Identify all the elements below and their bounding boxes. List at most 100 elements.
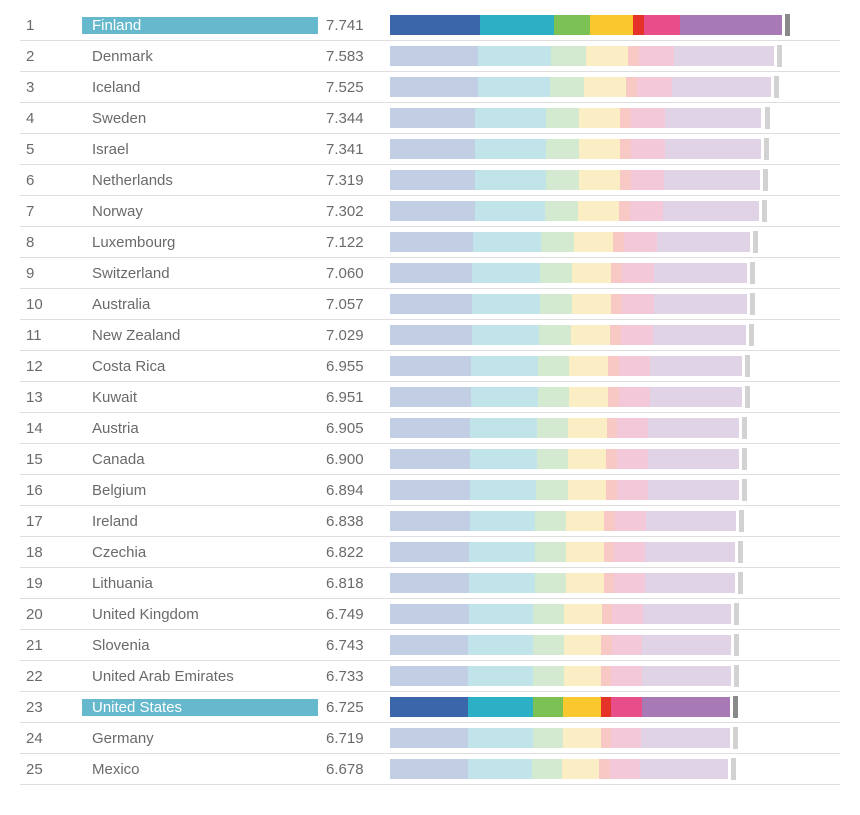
rank-cell: 8: [20, 234, 82, 251]
residual-marker: [764, 138, 769, 160]
table-row[interactable]: 5Israel7.341: [20, 134, 840, 165]
bar-segment: [390, 325, 472, 345]
stacked-bar: [390, 759, 728, 779]
score-cell: 7.302: [318, 203, 382, 220]
score-cell: 6.678: [318, 761, 382, 778]
table-row[interactable]: 13Kuwait6.951: [20, 382, 840, 413]
bar-segment: [470, 449, 536, 469]
bar-segment: [584, 77, 626, 97]
bar-cell: [382, 10, 840, 40]
bar-segment: [608, 387, 619, 407]
table-row[interactable]: 9Switzerland7.060: [20, 258, 840, 289]
table-row[interactable]: 8Luxembourg7.122: [20, 227, 840, 258]
table-row[interactable]: 6Netherlands7.319: [20, 165, 840, 196]
table-row[interactable]: 14Austria6.905: [20, 413, 840, 444]
table-row[interactable]: 22United Arab Emirates6.733: [20, 661, 840, 692]
bar-segment: [648, 449, 739, 469]
residual-marker: [750, 262, 755, 284]
table-row[interactable]: 24Germany6.719: [20, 723, 840, 754]
table-row[interactable]: 15Canada6.900: [20, 444, 840, 475]
country-cell: Sweden: [82, 110, 318, 127]
table-row[interactable]: 3Iceland7.525: [20, 72, 840, 103]
residual-marker: [765, 107, 770, 129]
score-cell: 7.341: [318, 141, 382, 158]
table-row[interactable]: 10Australia7.057: [20, 289, 840, 320]
bar-segment: [469, 604, 534, 624]
rank-cell: 10: [20, 296, 82, 313]
table-row[interactable]: 16Belgium6.894: [20, 475, 840, 506]
bar-segment: [390, 449, 470, 469]
rank-cell: 13: [20, 389, 82, 406]
bar-segment: [607, 418, 617, 438]
bar-segment: [471, 387, 538, 407]
stacked-bar: [390, 480, 739, 500]
country-cell: Kuwait: [82, 389, 318, 406]
rank-cell: 4: [20, 110, 82, 127]
bar-segment: [566, 542, 604, 562]
residual-marker: [762, 200, 767, 222]
score-cell: 6.951: [318, 389, 382, 406]
country-cell: Finland: [82, 17, 318, 34]
country-cell: Costa Rica: [82, 358, 318, 375]
country-cell: Switzerland: [82, 265, 318, 282]
bar-segment: [538, 356, 570, 376]
bar-segment: [639, 46, 674, 66]
table-row[interactable]: 19Lithuania6.818: [20, 568, 840, 599]
table-row[interactable]: 21Slovenia6.743: [20, 630, 840, 661]
rank-cell: 16: [20, 482, 82, 499]
table-row[interactable]: 2Denmark7.583: [20, 41, 840, 72]
bar-segment: [601, 635, 611, 655]
bar-segment: [390, 263, 472, 283]
bar-segment: [614, 573, 645, 593]
residual-marker: [733, 727, 738, 749]
table-row[interactable]: 11New Zealand7.029: [20, 320, 840, 351]
bar-segment: [390, 15, 480, 35]
table-row[interactable]: 4Sweden7.344: [20, 103, 840, 134]
table-row[interactable]: 20United Kingdom6.749: [20, 599, 840, 630]
bar-segment: [390, 387, 471, 407]
bar-segment: [645, 573, 735, 593]
residual-marker: [742, 479, 747, 501]
bar-segment: [472, 325, 540, 345]
bar-cell: [382, 692, 840, 722]
bar-segment: [572, 294, 611, 314]
table-row[interactable]: 1Finland7.741: [20, 10, 840, 41]
residual-marker: [785, 14, 790, 36]
bar-segment: [657, 232, 751, 252]
bar-segment: [568, 449, 606, 469]
table-row[interactable]: 25Mexico6.678: [20, 754, 840, 785]
stacked-bar: [390, 728, 730, 748]
residual-marker: [753, 231, 758, 253]
bar-segment: [478, 46, 551, 66]
bar-segment: [606, 449, 616, 469]
score-cell: 7.583: [318, 48, 382, 65]
table-row[interactable]: 7Norway7.302: [20, 196, 840, 227]
table-row[interactable]: 12Costa Rica6.955: [20, 351, 840, 382]
bar-segment: [622, 294, 654, 314]
bar-segment: [611, 728, 642, 748]
bar-segment: [390, 77, 478, 97]
rank-cell: 21: [20, 637, 82, 654]
bar-cell: [382, 754, 840, 784]
bar-segment: [665, 139, 762, 159]
score-cell: 6.905: [318, 420, 382, 437]
score-cell: 7.057: [318, 296, 382, 313]
rank-cell: 22: [20, 668, 82, 685]
rank-cell: 3: [20, 79, 82, 96]
bar-cell: [382, 72, 840, 102]
country-cell: Germany: [82, 730, 318, 747]
score-cell: 7.741: [318, 17, 382, 34]
table-row[interactable]: 18Czechia6.822: [20, 537, 840, 568]
bar-segment: [538, 387, 570, 407]
bar-segment: [475, 139, 546, 159]
rank-cell: 15: [20, 451, 82, 468]
table-row[interactable]: 23United States6.725: [20, 692, 840, 723]
bar-segment: [390, 418, 470, 438]
bar-cell: [382, 258, 840, 288]
bar-cell: [382, 599, 840, 629]
table-row[interactable]: 17Ireland6.838: [20, 506, 840, 537]
bar-segment: [469, 542, 535, 562]
bar-segment: [562, 759, 599, 779]
bar-segment: [648, 480, 739, 500]
bar-segment: [579, 108, 620, 128]
